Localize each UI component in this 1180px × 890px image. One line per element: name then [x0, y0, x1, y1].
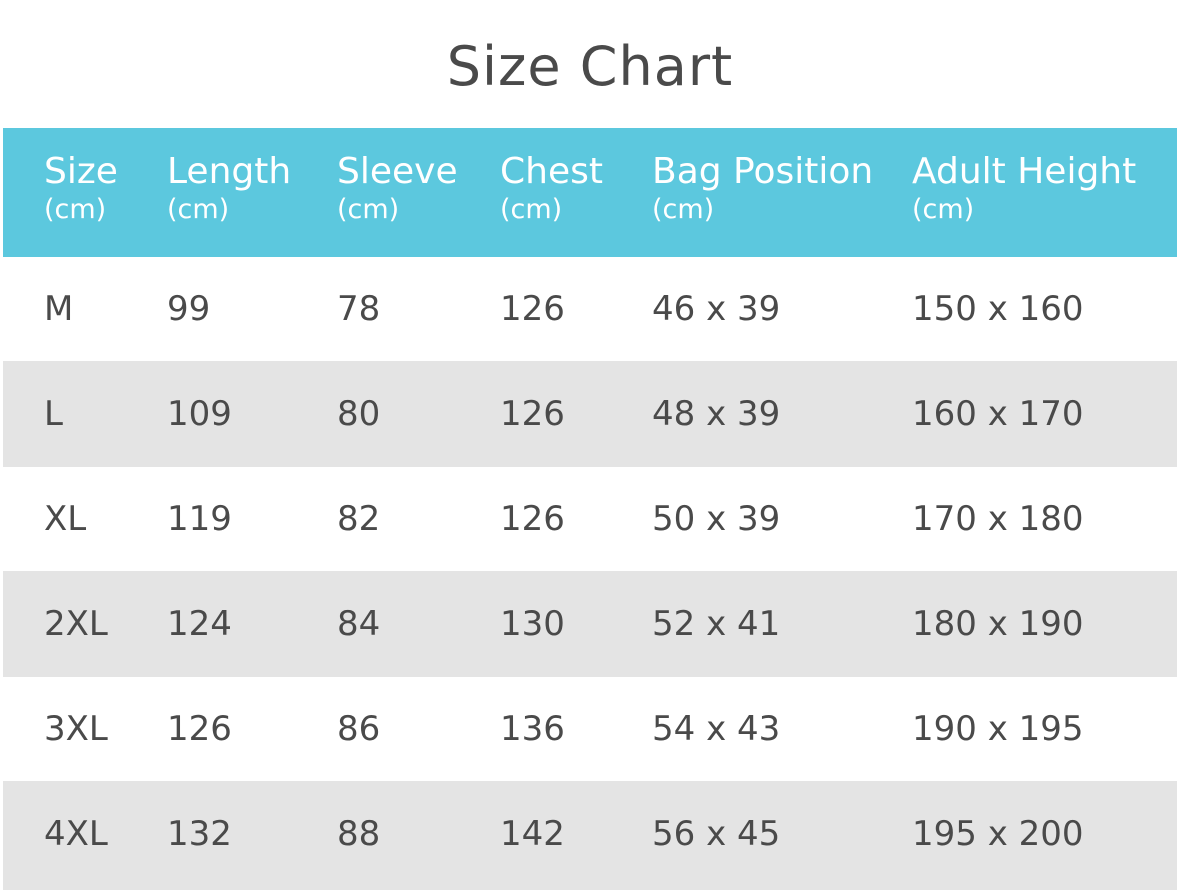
cell-bag-position: 56 x 45 — [652, 814, 781, 854]
cell-size: 3XL — [44, 709, 108, 749]
cell-chest: 142 — [500, 814, 565, 854]
column-header-label: Chest — [500, 151, 603, 192]
column-header-adult-height: Adult Height (cm) — [912, 150, 1136, 226]
cell-chest: 126 — [500, 499, 565, 539]
cell-sleeve: 88 — [337, 814, 381, 854]
cell-size: 4XL — [44, 814, 108, 854]
cell-sleeve: 82 — [337, 499, 381, 539]
cell-length: 124 — [167, 604, 232, 644]
table-row-2xl: 2XL 124 84 130 52 x 41 180 x 190 — [3, 572, 1177, 676]
column-header-sleeve: Sleeve (cm) — [337, 150, 458, 226]
cell-chest: 130 — [500, 604, 565, 644]
cell-bag-position: 50 x 39 — [652, 499, 781, 539]
cell-length: 99 — [167, 289, 211, 329]
column-header-chest: Chest (cm) — [500, 150, 603, 226]
column-header-size: Size (cm) — [44, 150, 118, 226]
cell-size: XL — [44, 499, 87, 539]
column-header-unit: (cm) — [652, 194, 715, 225]
table-header: Size (cm) Length (cm) Sleeve (cm) Chest … — [3, 128, 1177, 257]
table-row-xl: XL 119 82 126 50 x 39 170 x 180 — [3, 467, 1177, 571]
table-row-3xl: 3XL 126 86 136 54 x 43 190 x 195 — [3, 677, 1177, 781]
column-header-label: Length — [167, 151, 292, 192]
cell-size: M — [44, 289, 74, 329]
cell-adult-height: 190 x 195 — [912, 709, 1084, 749]
table-row-l: L 109 80 126 48 x 39 160 x 170 — [3, 362, 1177, 466]
table-row-m: M 99 78 126 46 x 39 150 x 160 — [3, 257, 1177, 361]
cell-size: L — [44, 394, 63, 434]
cell-adult-height: 170 x 180 — [912, 499, 1084, 539]
cell-chest: 126 — [500, 394, 565, 434]
cell-bag-position: 52 x 41 — [652, 604, 781, 644]
column-header-length: Length (cm) — [167, 150, 291, 226]
size-table: Size (cm) Length (cm) Sleeve (cm) Chest … — [3, 128, 1177, 890]
cell-size: 2XL — [44, 604, 108, 644]
column-header-label: Bag Position — [652, 151, 874, 192]
cell-bag-position: 48 x 39 — [652, 394, 781, 434]
column-header-label: Adult Height — [912, 151, 1137, 192]
column-header-unit: (cm) — [337, 194, 400, 225]
column-header-unit: (cm) — [44, 194, 107, 225]
cell-length: 126 — [167, 709, 232, 749]
table-row-4xl: 4XL 132 88 142 56 x 45 195 x 200 — [3, 782, 1177, 886]
cell-length: 109 — [167, 394, 232, 434]
cell-sleeve: 78 — [337, 289, 381, 329]
page-title: Size Chart — [446, 35, 734, 98]
cell-adult-height: 195 x 200 — [912, 814, 1084, 854]
cell-bag-position: 54 x 43 — [652, 709, 781, 749]
cell-adult-height: 160 x 170 — [912, 394, 1084, 434]
cell-sleeve: 80 — [337, 394, 381, 434]
cell-chest: 136 — [500, 709, 565, 749]
column-header-bag-position: Bag Position (cm) — [652, 150, 873, 226]
column-header-unit: (cm) — [912, 194, 975, 225]
cell-adult-height: 150 x 160 — [912, 289, 1084, 329]
cell-bag-position: 46 x 39 — [652, 289, 781, 329]
column-header-label: Sleeve — [337, 151, 458, 192]
cell-length: 119 — [167, 499, 232, 539]
cell-sleeve: 84 — [337, 604, 381, 644]
cell-adult-height: 180 x 190 — [912, 604, 1084, 644]
column-header-unit: (cm) — [167, 194, 230, 225]
cell-sleeve: 86 — [337, 709, 381, 749]
cell-chest: 126 — [500, 289, 565, 329]
cell-length: 132 — [167, 814, 232, 854]
column-header-label: Size — [44, 151, 118, 192]
column-header-unit: (cm) — [500, 194, 563, 225]
